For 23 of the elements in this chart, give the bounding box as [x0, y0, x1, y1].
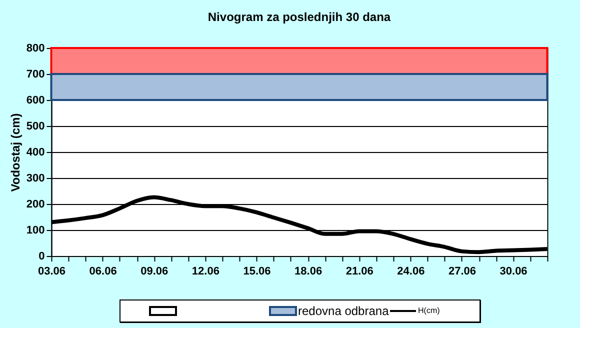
y-tick-label: 200	[26, 198, 45, 210]
y-tick-label: 400	[26, 146, 45, 158]
x-tick-label: 18.06	[294, 266, 322, 278]
x-tick-label: 21.06	[346, 266, 374, 278]
x-tick-label: 12.06	[192, 266, 220, 278]
x-tick-label: 15.06	[243, 266, 271, 278]
chart-title: Nivogram za poslednjih 30 dana	[208, 10, 391, 24]
y-tick-label: 100	[26, 224, 45, 236]
x-tick-label: 03.06	[38, 266, 66, 278]
x-tick-label: 24.06	[397, 266, 425, 278]
x-tick-label: 30.06	[500, 266, 528, 278]
y-axis-title: Vodostaj (cm)	[8, 113, 22, 192]
x-tick-label: 09.06	[140, 266, 168, 278]
x-tick-label: 27.06	[448, 266, 476, 278]
y-tick-label: 300	[26, 172, 45, 184]
y-tick-label: 500	[26, 120, 45, 132]
y-tick-label: 600	[26, 94, 45, 106]
y-tick-label: 700	[26, 68, 45, 80]
y-tick-label: 800	[26, 42, 45, 54]
legend-label: H(cm)	[418, 306, 440, 315]
legend-label: redovna odbrana	[298, 304, 390, 318]
x-tick-label: 06.06	[89, 266, 117, 278]
y-tick-label: 0	[38, 250, 45, 262]
